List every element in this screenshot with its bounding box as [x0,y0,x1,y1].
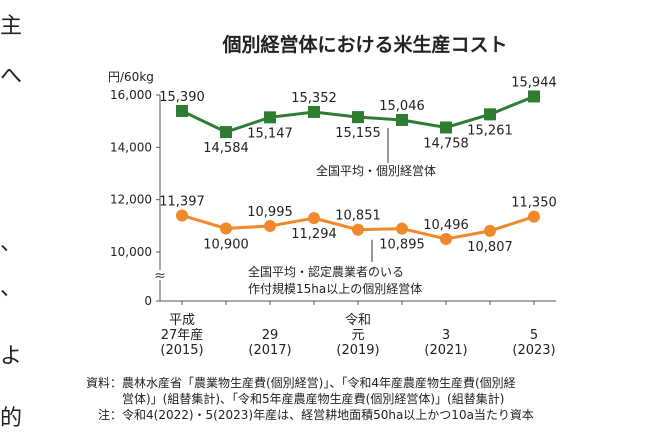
data-point [220,126,232,139]
data-point [352,111,364,124]
data-label: 10,496 [423,218,469,233]
data-point [308,105,320,118]
data-label: 11,294 [291,227,337,242]
y-tick-label: 12,000 [110,193,152,207]
series-annotation: 作付規模15ha以上の個別経営体 [248,281,422,296]
data-point [176,104,188,117]
margin-char: 、 [0,276,23,301]
x-tick-label: (2015) [160,343,203,358]
x-tick-label: 平成 [169,313,195,328]
data-label: 15,147 [247,126,293,141]
data-point [484,224,496,237]
data-label: 14,758 [423,136,469,151]
series-annotation: 全国平均・個別経営体 [316,163,436,178]
source-line: 資料：農林水産省「農業物生産費(個別経営)」、「令和4年産農産物生産費(個別経 [86,376,516,390]
data-label: 15,261 [467,123,513,138]
data-point [396,113,408,126]
data-label: 11,397 [159,194,205,209]
data-point [308,212,320,225]
source-line: 注：令和4(2022)・5(2023)年産は、経営耕地面積50ha以上かつ10a… [86,408,534,422]
x-tick-label: 令和 [345,313,371,328]
x-tick-label: (2017) [248,343,291,358]
data-label: 14,584 [203,141,249,156]
data-label: 10,995 [247,205,293,220]
source-note: 資料：農林水産省「農業物生産費(個別経営)」、「令和4年産農産物生産費(個別経 … [86,375,646,423]
axis-break-mask [154,270,166,280]
y-tick-label: 10,000 [110,245,152,259]
x-tick-label: 5 [530,328,538,343]
data-point [440,233,452,246]
margin-char: よ [0,344,23,369]
margin-char: 、 [0,231,23,256]
y-tick-label: 16,000 [110,88,152,102]
data-point [396,222,408,235]
data-label: 11,350 [511,196,557,211]
chart-title: 個別経営体における米生産コスト [222,34,508,56]
data-label: 15,046 [379,99,425,114]
x-tick-label: 3 [442,328,450,343]
data-label: 10,851 [335,209,381,224]
data-point [264,111,276,124]
data-label: 10,900 [203,237,249,252]
axis-break-symbol: ≈ [154,268,166,284]
y-tick-label: 14,000 [110,140,152,154]
x-tick-label: (2021) [424,343,467,358]
margin-char: 主 [0,14,23,39]
data-point [352,223,364,236]
data-label: 10,807 [467,240,513,255]
x-tick-label: (2019) [336,343,379,358]
source-line: 営体)」(組替集計)、「令和5年産農産物生産費(個別経営体)」(組替集計) [86,392,505,406]
data-point [528,210,540,223]
x-tick-label: 27年産 [161,327,204,343]
data-point [220,222,232,235]
data-label: 15,352 [291,91,337,106]
data-point [528,90,540,103]
data-point [176,209,188,222]
data-label: 10,895 [379,238,425,253]
data-label: 15,155 [335,126,381,141]
y-axis-unit: 円/60kg [108,70,154,84]
data-label: 15,390 [159,90,205,105]
data-label: 15,944 [511,75,557,90]
data-point [484,108,496,121]
x-tick-label: 29 [262,328,279,343]
y-tick-label: 0 [144,294,152,308]
series-annotation: 全国平均・認定農業者のいる [248,264,404,279]
margin-char: へ [0,64,23,89]
margin-char: 的 [0,406,23,431]
data-point [264,219,276,232]
x-tick-label: 元 [351,328,364,343]
x-tick-label: (2023) [512,343,555,358]
data-point [440,121,452,134]
